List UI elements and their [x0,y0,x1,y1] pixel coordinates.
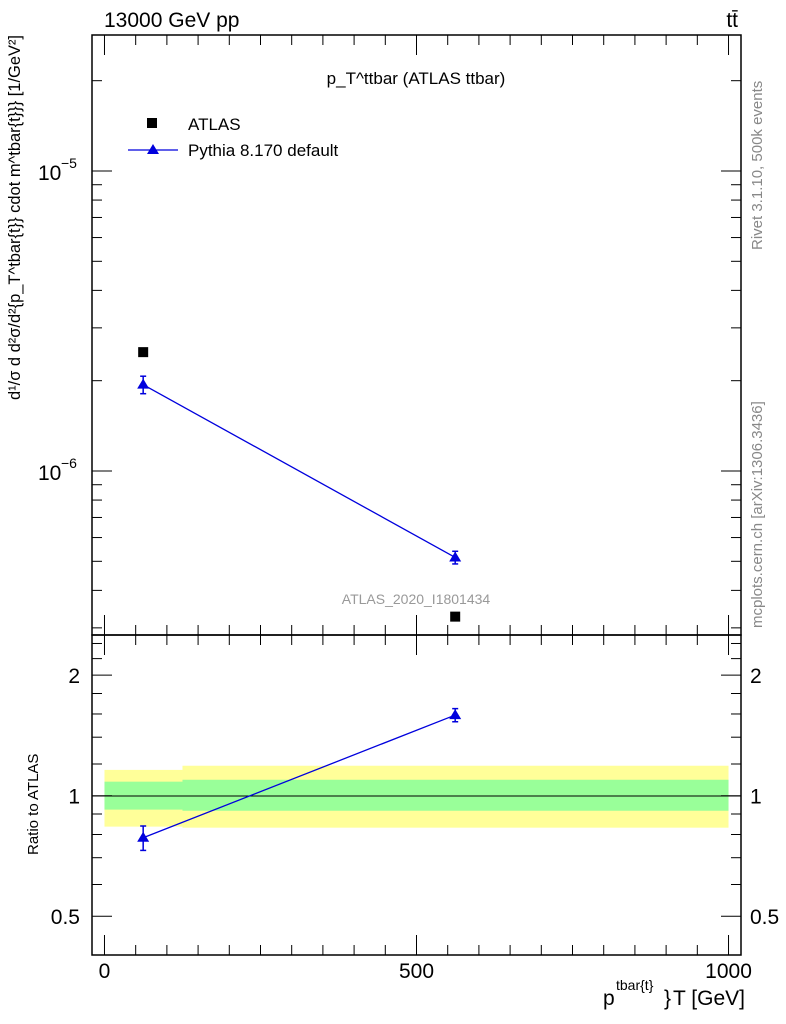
y-tick-label: 10 [38,462,61,485]
x-axis-label: p tbar{t} } T [GeV] [603,977,745,1010]
plot-title: p_T^ttbar (ATLAS ttbar) [327,69,506,88]
x-tick-label: 500 [399,960,434,983]
legend-pythia-label: Pythia 8.170 default [188,141,339,160]
x-tick-label: 1000 [705,960,752,983]
y-tick-label: 10 [38,162,61,185]
side-text-mcplots: mcplots.cern.ch [arXiv:1306.3436] [749,401,766,628]
y-tick-exponent: −6 [61,455,77,471]
pythia-data-point [137,378,150,389]
uncertainty-band-green [182,779,729,811]
legend-atlas-marker [147,118,157,128]
svg-text:T [GeV]: T [GeV] [673,987,745,1010]
ratio-pythia-point [449,709,462,720]
ratio-y-tick-label: 0.5 [51,906,80,929]
top-left-label: 13000 GeV pp [104,9,239,32]
analysis-annotation: ATLAS_2020_I1801434 [342,591,491,607]
svg-text:tbar{t}: tbar{t} [616,977,654,993]
main-y-axis-label: d¹/σ d d²σ/d²{p_T^tbar{t}} cdot m^tbar{t… [5,35,24,400]
ratio-y-tick-label: 1 [68,786,80,809]
x-tick-label: 0 [99,960,111,983]
top-right-label: tt̄ [726,9,738,32]
legend-atlas-label: ATLAS [188,115,241,134]
ratio-pythia-point [137,831,150,842]
pythia-line [142,384,456,559]
ratio-y-tick-label-right: 1 [750,786,762,809]
ratio-y-tick-label: 2 [68,665,80,688]
ratio-pythia-line [142,714,456,839]
atlas-data-point [138,347,149,358]
legend-pythia-marker [147,144,159,154]
svg-text:p: p [603,987,615,1010]
pythia-data-point [449,551,462,562]
side-text-rivet: Rivet 3.1.10, 500k events [749,81,766,250]
atlas-data-point [450,611,461,622]
y-tick-exponent: −5 [61,155,77,171]
svg-text:}: } [664,987,671,1010]
ratio-y-tick-label-right: 0.5 [750,906,779,929]
ratio-y-axis-label: Ratio to ATLAS [25,754,42,855]
ratio-y-tick-label-right: 2 [750,665,762,688]
